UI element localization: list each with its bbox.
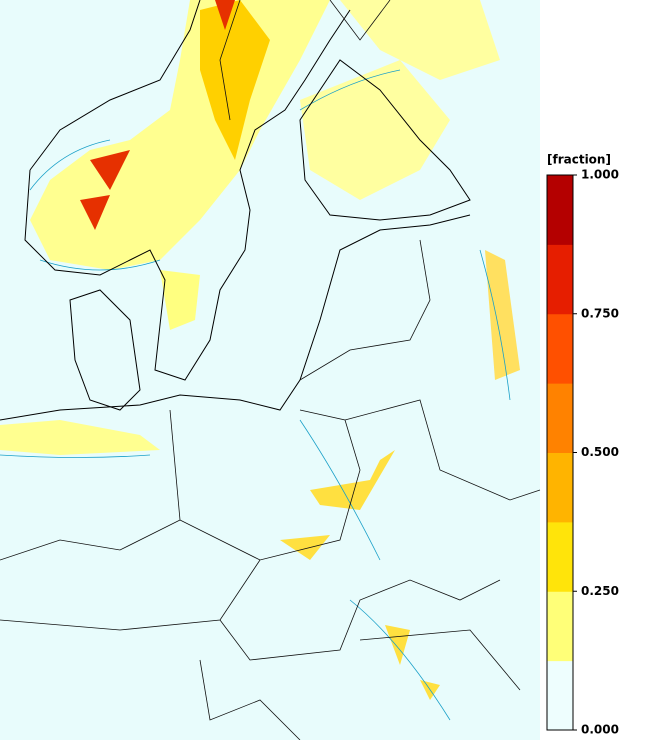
snow-finland bbox=[300, 60, 450, 200]
tick-label: 0.250 bbox=[581, 584, 619, 598]
color-band bbox=[547, 591, 573, 662]
color-band bbox=[547, 521, 573, 592]
border bbox=[0, 0, 541, 740]
snow-patch bbox=[0, 420, 160, 455]
snow-patch bbox=[280, 450, 395, 560]
tick-label: 0.750 bbox=[581, 306, 619, 320]
coast-finland bbox=[299, 59, 471, 221]
tick-label: 0.500 bbox=[581, 445, 619, 459]
color-band bbox=[547, 660, 573, 731]
tick-label: 1.000 bbox=[581, 168, 619, 182]
snow-patch bbox=[485, 250, 520, 380]
map-background bbox=[0, 0, 540, 740]
coast-denmark bbox=[69, 289, 141, 411]
isoline bbox=[0, 69, 511, 721]
color-band bbox=[547, 313, 573, 384]
snow-fields bbox=[0, 0, 520, 700]
color-band bbox=[547, 383, 573, 453]
snow-peak bbox=[80, 0, 235, 230]
color-band bbox=[547, 452, 573, 523]
borders bbox=[0, 0, 541, 740]
snow-patch bbox=[385, 625, 440, 700]
coastlines bbox=[0, 0, 471, 421]
snow-patch bbox=[160, 270, 200, 330]
colorbar: 1.000 0.750 0.500 0.250 0.000 bbox=[546, 168, 619, 737]
tick-label: 0.000 bbox=[581, 723, 619, 737]
color-band bbox=[547, 175, 573, 245]
color-band bbox=[547, 244, 573, 315]
isolines bbox=[0, 69, 511, 721]
snow-high bbox=[200, 0, 270, 160]
coast-scandinavia bbox=[24, 0, 351, 381]
legend-title: [fraction] bbox=[547, 153, 611, 167]
coast-south bbox=[0, 214, 471, 421]
snow-north bbox=[340, 0, 500, 80]
